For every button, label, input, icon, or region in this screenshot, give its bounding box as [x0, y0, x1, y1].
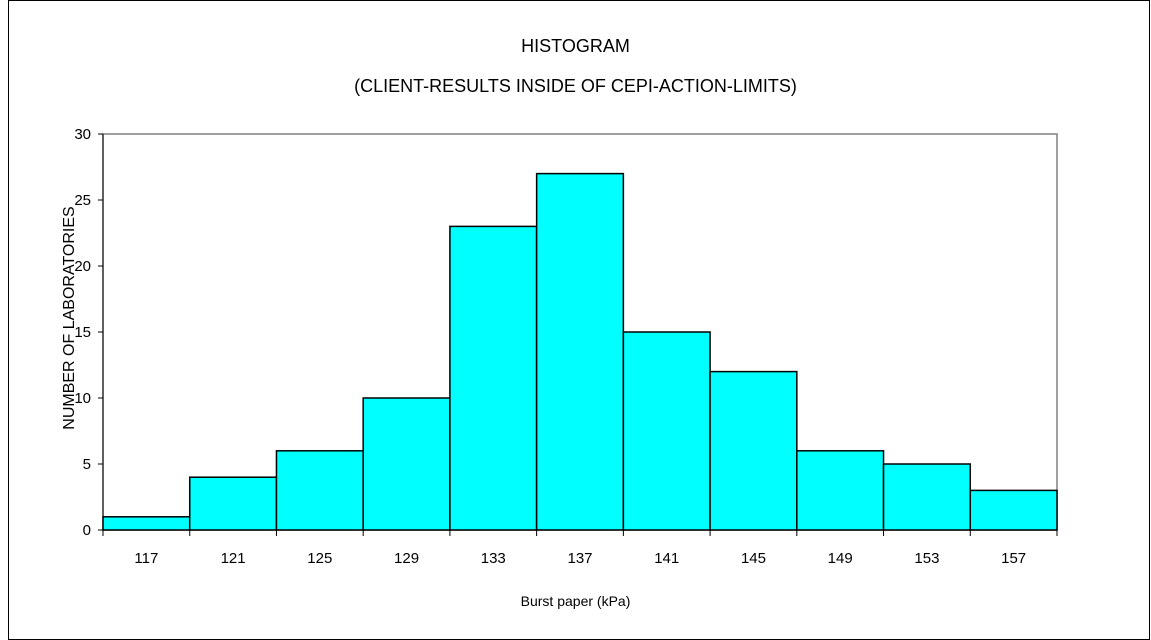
y-tick-label: 25 [74, 192, 91, 209]
y-tick-label: 0 [83, 522, 91, 539]
bar-125 [275, 450, 364, 531]
x-tick-label: 129 [394, 550, 419, 567]
chart-title: HISTOGRAM [521, 36, 630, 56]
bar-153 [882, 463, 972, 531]
bar-157 [969, 489, 1058, 531]
bar-141 [622, 331, 711, 531]
x-tick-label: 141 [654, 550, 679, 567]
y-tick-label: 10 [74, 390, 91, 407]
bar-129 [362, 397, 451, 531]
x-tick-label: 121 [221, 550, 246, 567]
chart-subtitle: (CLIENT-RESULTS INSIDE OF CEPI-ACTION-LI… [354, 76, 797, 96]
x-tick-label: 157 [1001, 550, 1026, 567]
bar-149 [796, 450, 885, 531]
x-axis-label: Burst paper (kPa) [520, 593, 631, 609]
x-tick-label: 149 [828, 550, 853, 567]
x-tick-label: 153 [914, 550, 939, 567]
y-tick-label: 5 [83, 456, 91, 473]
bar-145 [709, 370, 798, 531]
y-tick-label: 30 [74, 126, 91, 143]
bar-133 [449, 225, 538, 531]
y-tick-label: 20 [74, 258, 91, 275]
bar-137 [535, 172, 625, 531]
x-tick-label: 125 [307, 550, 332, 567]
bar-121 [188, 476, 278, 531]
bar-117 [102, 516, 191, 531]
x-tick-label: 133 [481, 550, 506, 567]
x-tick-label: 145 [741, 550, 766, 567]
x-tick-label: 137 [567, 550, 592, 567]
x-tick-label: 117 [134, 550, 158, 567]
y-tick-label: 15 [74, 324, 91, 341]
